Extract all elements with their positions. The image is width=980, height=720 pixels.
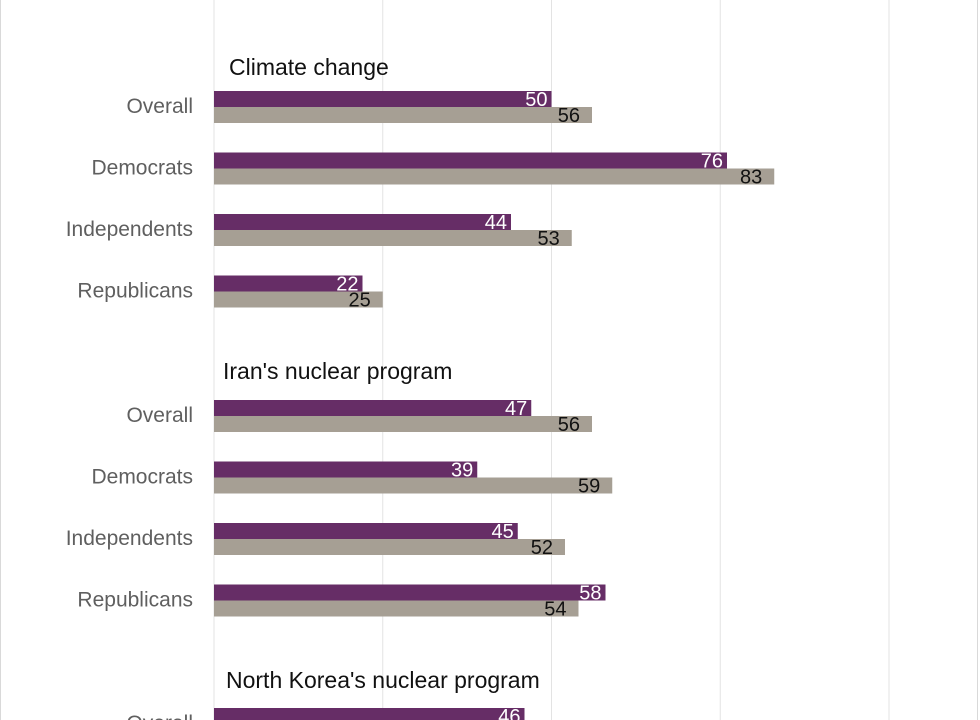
- data-label-series-b: 59: [578, 476, 600, 498]
- data-label-series-a: 50: [525, 89, 547, 111]
- group-title: North Korea's nuclear program: [226, 667, 540, 693]
- bar-series-a: [214, 91, 552, 107]
- data-label-series-b: 56: [558, 105, 580, 127]
- category-label: Independents: [66, 218, 193, 241]
- data-label-series-b: 83: [740, 167, 762, 189]
- data-label-series-b: 25: [349, 290, 371, 312]
- bar-series-a: [214, 400, 532, 416]
- data-label-series-a: 44: [485, 212, 507, 234]
- bar-series-a: [214, 708, 525, 720]
- bar-series-a: [214, 461, 478, 478]
- bar-series-b: [214, 230, 572, 246]
- bar-series-a: [214, 523, 518, 539]
- data-label-series-a: 45: [492, 521, 514, 543]
- group-title: Climate change: [229, 54, 389, 80]
- bar-series-a: [214, 584, 606, 601]
- data-label-series-a: 39: [451, 460, 473, 482]
- category-label: Democrats: [91, 466, 193, 489]
- bar-series-a: [214, 275, 363, 292]
- group-title: Iran's nuclear program: [223, 358, 452, 384]
- category-label: Overall: [126, 404, 193, 427]
- category-label: Overall: [126, 95, 193, 118]
- bar-series-a: [214, 214, 511, 230]
- data-label-series-a: 58: [579, 583, 601, 605]
- bar-series-b: [214, 539, 565, 555]
- category-label: Democrats: [91, 157, 193, 180]
- data-label-series-a: 76: [701, 151, 723, 173]
- bar-series-b: [214, 416, 592, 432]
- data-label-series-b: 56: [558, 414, 580, 436]
- bar-series-b: [214, 600, 579, 617]
- category-label: Republicans: [77, 280, 193, 303]
- category-label: Independents: [66, 527, 193, 550]
- category-label: Overall: [126, 712, 193, 720]
- bar-series-b: [214, 107, 592, 123]
- data-label-series-b: 52: [531, 537, 553, 559]
- bar-series-b: [214, 291, 383, 308]
- category-label: Republicans: [77, 589, 193, 612]
- data-label-series-a: 46: [498, 706, 520, 720]
- data-label-series-a: 22: [336, 274, 358, 296]
- bar-series-b: [214, 168, 775, 185]
- data-label-series-b: 54: [544, 599, 566, 621]
- data-label-series-a: 47: [505, 398, 527, 420]
- bar-series-b: [214, 477, 613, 494]
- data-label-series-b: 53: [538, 228, 560, 250]
- bar-series-a: [214, 152, 727, 169]
